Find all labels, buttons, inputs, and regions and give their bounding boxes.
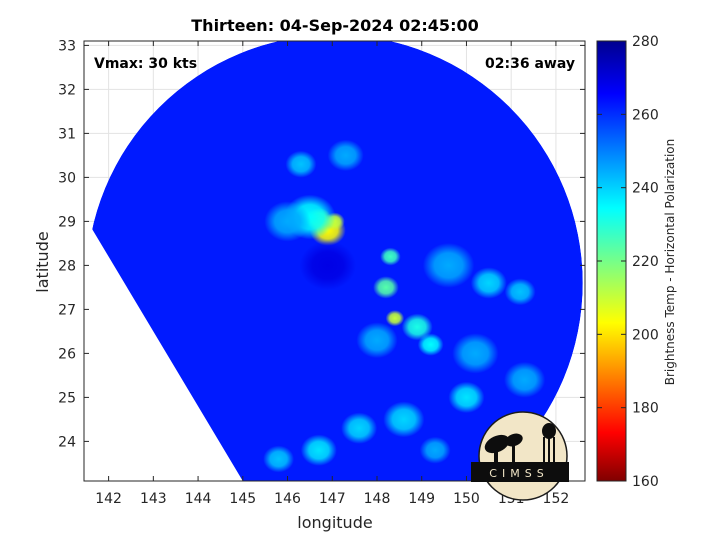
- y-tick-label-8: 32: [58, 82, 76, 98]
- swath-feature-19: [383, 401, 425, 438]
- x-tick-label-6: 148: [364, 491, 391, 507]
- time-away-annotation: 02:36 away: [485, 56, 575, 72]
- swath-feature-10: [401, 313, 433, 341]
- x-tick-label-5: 147: [319, 491, 346, 507]
- swath: [86, 41, 583, 481]
- swath-edge-mask: [84, 41, 243, 481]
- swath-feature-13: [422, 243, 475, 288]
- x-tick-label-2: 144: [185, 491, 212, 507]
- y-ticks: 24 25 26 27 28 29 30 31 32 33: [58, 38, 585, 450]
- y-tick-label-1: 25: [58, 390, 76, 406]
- x-tick-label-3: 145: [229, 491, 256, 507]
- plot-frame: [83, 40, 586, 482]
- x-tick-label-4: 146: [274, 491, 301, 507]
- y-axis-label: latitude: [33, 231, 52, 292]
- swath-feature-15: [504, 278, 536, 306]
- swath-feature-16: [452, 333, 499, 374]
- x-tick-label-8: 150: [453, 491, 480, 507]
- swath-feature-14: [470, 267, 507, 299]
- swath-feature-18: [448, 381, 485, 414]
- swath-feature-12: [356, 322, 398, 359]
- colorbar-tick-label-5: 260: [632, 107, 659, 123]
- colorbar-ticks: 160 180 200 220 240 260 280: [597, 34, 659, 490]
- swath-feature-5: [285, 150, 317, 178]
- y-tick-label-0: 24: [58, 434, 76, 450]
- logo-banner: [471, 462, 569, 482]
- logo-text: CIMSS: [489, 467, 548, 480]
- swath-feature-4: [264, 201, 311, 242]
- colorbar-tick-label-3: 220: [632, 254, 659, 270]
- y-tick-label-2: 26: [58, 346, 76, 362]
- x-tick-label-1: 143: [140, 491, 167, 507]
- y-tick-label-9: 33: [58, 38, 76, 54]
- swath-feature-24: [299, 240, 357, 291]
- vmax-annotation: Vmax: 30 kts: [94, 56, 197, 72]
- x-tick-label-10: 152: [543, 491, 570, 507]
- swath-feature-11: [417, 333, 444, 356]
- y-tick-label-4: 28: [58, 258, 76, 274]
- cimss-logo: CIMSS: [471, 411, 569, 501]
- y-tick-label-7: 31: [58, 126, 76, 142]
- heatmap-layer: [84, 41, 583, 481]
- colorbar-tick-label-0: 160: [632, 474, 659, 490]
- swath-feature-17: [504, 361, 546, 398]
- swath-feature-6: [327, 139, 364, 172]
- swath-feature-21: [300, 434, 337, 466]
- swath-feature-23: [419, 436, 451, 464]
- colorbar-tick-label-4: 240: [632, 181, 659, 197]
- swath-feature-7: [380, 247, 401, 266]
- y-tick-label-5: 29: [58, 214, 76, 230]
- chart-title: Thirteen: 04-Sep-2024 02:45:00: [191, 16, 478, 35]
- colorbar-tick-label-6: 280: [632, 34, 659, 50]
- x-tick-label-7: 149: [408, 491, 435, 507]
- swath-feature-9: [385, 310, 405, 327]
- swath-feature-8: [373, 276, 399, 299]
- x-axis-label: longitude: [297, 513, 372, 532]
- water-tower-icon: [542, 423, 556, 462]
- swath-feature-20: [341, 412, 378, 444]
- swath-feature-22: [263, 445, 295, 473]
- y-tick-label-3: 27: [58, 302, 76, 318]
- colorbar-label: Brightness Temp - Horizontal Polarizatio…: [663, 139, 677, 386]
- colorbar-tick-label-1: 180: [632, 401, 659, 417]
- y-tick-label-6: 30: [58, 170, 76, 186]
- colorbar-tick-label-2: 200: [632, 327, 659, 343]
- x-tick-label-0: 142: [95, 491, 122, 507]
- satellite-dish-icon: [484, 433, 523, 462]
